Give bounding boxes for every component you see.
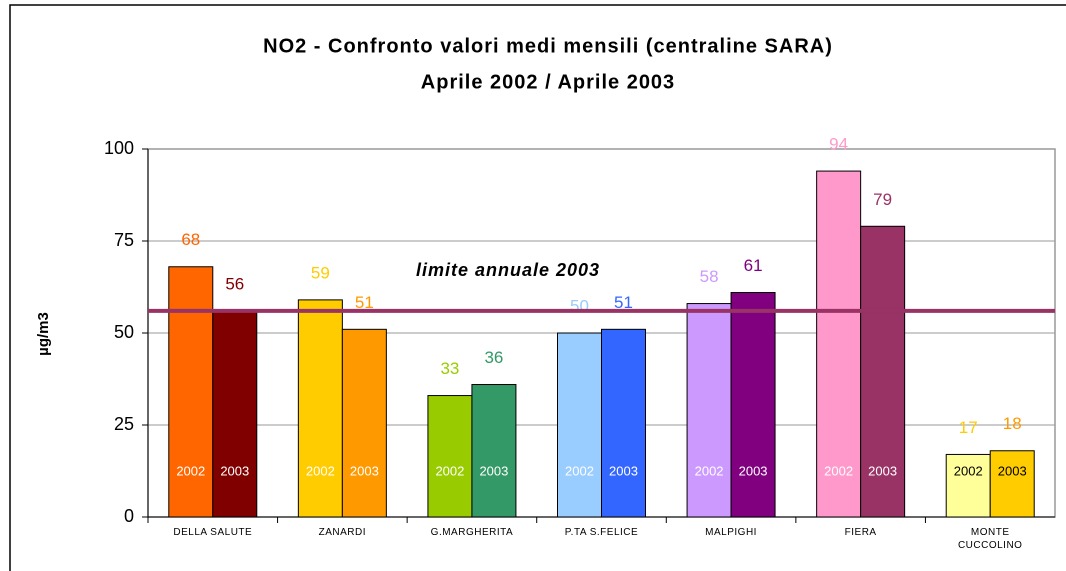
value-label: 17	[959, 418, 978, 437]
bar-series-label: 2002	[824, 463, 853, 478]
bar	[168, 266, 214, 518]
x-tick-label: G.MARGHERITA	[430, 527, 514, 538]
bar-series-label: 2002	[565, 463, 594, 478]
limit-label: limite annuale 2003	[416, 260, 600, 280]
bar	[816, 170, 862, 518]
bar-series-label: 2003	[609, 463, 638, 478]
bar	[686, 303, 732, 518]
x-tick-label: MALPIGHI	[705, 527, 757, 538]
y-axis-label: µg/m3	[35, 312, 52, 356]
value-label: 68	[181, 230, 200, 249]
value-label: 51	[355, 293, 374, 312]
value-label: 36	[484, 348, 503, 367]
chart-subtitle: Aprile 2002 / Aprile 2003	[421, 71, 675, 93]
x-tick-label: P.TA S.FELICE	[564, 527, 639, 538]
bar-series-label: 2002	[954, 463, 983, 478]
bar	[945, 453, 991, 518]
bar	[471, 384, 517, 518]
chart-title: NO2 - Confronto valori medi mensili (cen…	[263, 35, 833, 57]
bar-series-label: 2002	[435, 463, 464, 478]
bar-series-label: 2002	[306, 463, 335, 478]
value-label: 79	[873, 190, 892, 209]
y-tick-label: 50	[114, 322, 134, 342]
bar	[601, 328, 646, 518]
bar	[730, 292, 776, 518]
bar	[341, 328, 387, 518]
bar-series-label: 2002	[176, 463, 205, 478]
x-tick-label: DELLA SALUTE	[173, 527, 253, 538]
value-label: 56	[225, 274, 244, 293]
value-label: 94	[829, 135, 848, 154]
bar-series-label: 2003	[868, 463, 897, 478]
bar	[557, 332, 602, 518]
value-label: 33	[440, 359, 459, 378]
value-label: 59	[311, 263, 330, 282]
x-tick-label: FIERA	[844, 527, 877, 538]
bar	[212, 310, 258, 518]
bar-series-label: 2002	[695, 463, 724, 478]
bar	[860, 225, 906, 518]
bar-series-label: 2003	[479, 463, 508, 478]
y-tick-label: 0	[124, 506, 134, 526]
bar-series-label: 2003	[739, 463, 768, 478]
bar-series-label: 2003	[998, 463, 1027, 478]
value-label: 61	[744, 256, 763, 275]
y-tick-label: 75	[114, 230, 134, 250]
x-tick-label: ZANARDI	[318, 527, 367, 538]
x-tick-label: MONTE CUCCOLINO	[957, 527, 1023, 551]
value-label: 58	[700, 267, 719, 286]
y-tick-label: 100	[104, 138, 134, 158]
y-tick-label: 25	[114, 414, 134, 434]
bar	[427, 395, 473, 518]
bar-series-label: 2003	[220, 463, 249, 478]
bar-series-label: 2003	[350, 463, 379, 478]
value-label: 18	[1003, 414, 1022, 433]
bar	[297, 299, 343, 518]
value-label: 51	[614, 293, 633, 312]
bar	[989, 450, 1035, 518]
